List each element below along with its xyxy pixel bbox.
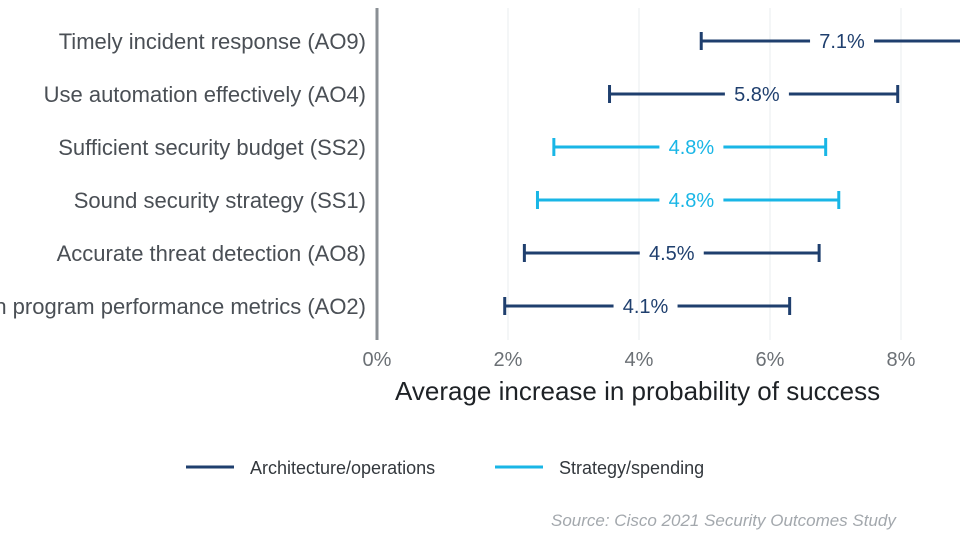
marks-layer: 7.1% 5.8% 4.8% 4.8% 4.5% 4.1% [503,31,960,318]
x-tick-label: 2% [494,349,523,371]
category-label: Accurate threat detection (AO8) [57,241,366,266]
data-label: 5.8% [734,84,780,106]
legend-item: Strategy/spending [495,458,704,478]
error-bar: 4.1% [503,296,792,318]
x-tick-label: 8% [887,349,916,371]
data-label: 4.1% [623,296,669,318]
data-label: 4.8% [669,190,715,212]
category-label: Establish program performance metrics (A… [0,294,366,319]
label-layer: Average increase in probability of succe… [0,29,880,406]
legend-label: Architecture/operations [250,458,435,478]
data-label: 4.8% [669,137,715,159]
category-label: Sufficient security budget (SS2) [58,135,366,160]
x-tick-label: 6% [756,349,785,371]
legend-item: Architecture/operations [186,458,435,478]
x-tick-label: 4% [625,349,654,371]
category-label: Timely incident response (AO9) [59,29,366,54]
source-note: Source: Cisco 2021 Security Outcomes Stu… [551,511,897,530]
grid-layer [507,8,902,340]
error-bar: 4.5% [522,243,821,265]
category-label: Use automation effectively (AO4) [44,82,366,107]
x-axis-title: Average increase in probability of succe… [395,376,880,406]
error-bar: 4.8% [535,190,841,212]
error-bar: 4.8% [552,137,828,159]
category-label: Sound security strategy (SS1) [74,188,366,213]
error-bar: 7.1% [699,31,960,53]
error-bar: 5.8% [608,84,900,106]
axis-layer: 0% 2% 4% 6% 8% [363,8,916,371]
data-label: 7.1% [819,31,865,53]
x-tick-label: 0% [363,349,392,371]
legend-label: Strategy/spending [559,458,704,478]
legend: Architecture/operations Strategy/spending [186,458,704,478]
data-label: 4.5% [649,243,695,265]
